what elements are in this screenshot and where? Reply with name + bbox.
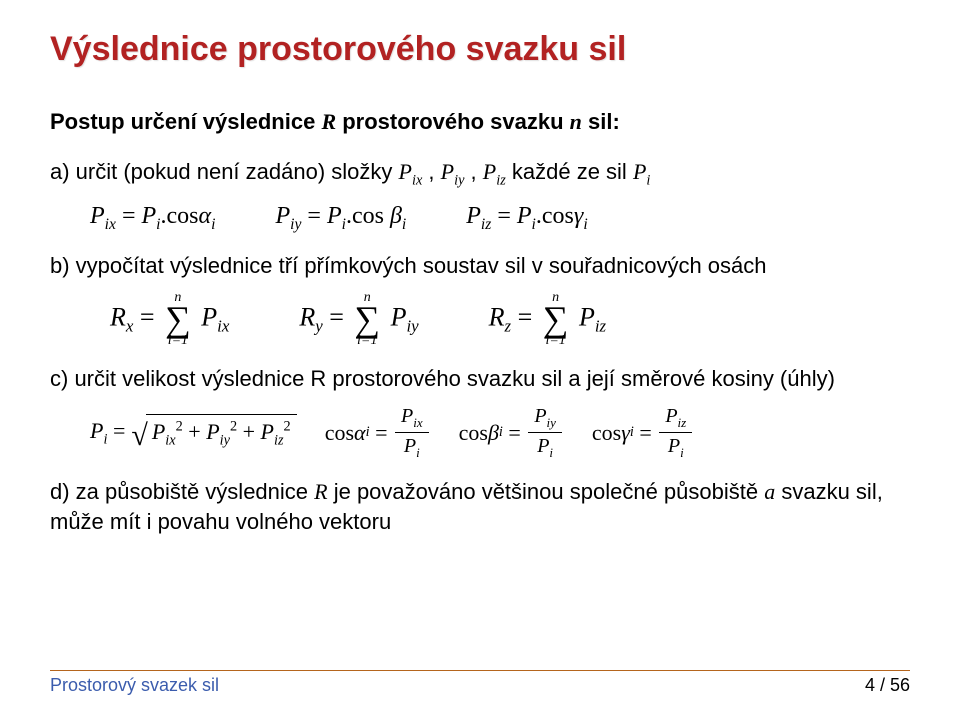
eq-a1: Pix = Pi.cosαi	[90, 200, 215, 235]
eq-row-b: Rx = n∑i=1 Pix Ry = n∑i=1 Piy Rz = n∑i=1…	[110, 291, 910, 348]
eq-cos-beta: cos βi = Piy Pi	[459, 403, 564, 461]
eq-cos-gamma: cosγi = Piz Pi	[592, 403, 694, 461]
page-title: Výslednice prostorového svazku sil	[50, 30, 910, 69]
step-d: d) za působiště výslednice R je považová…	[50, 477, 910, 536]
eq-magnitude: Pi = √ Pix2 + Piy2 + Piz2	[90, 414, 297, 451]
footer-page-number: 4 / 56	[865, 675, 910, 696]
eq-ry: Ry = n∑i=1 Piy	[299, 291, 418, 348]
eq-a2: Piy = Pi.cos βi	[275, 200, 406, 235]
footer: Prostorový svazek sil 4 / 56	[50, 670, 910, 696]
eq-row-a: Pix = Pi.cosαi Piy = Pi.cos βi Piz = Pi.…	[90, 200, 910, 235]
step-c: c) určit velikost výslednice R prostorov…	[50, 364, 910, 394]
eq-rz: Rz = n∑i=1 Piz	[489, 291, 606, 348]
eq-a3: Piz = Pi.cosγi	[466, 200, 587, 235]
content: Postup určení výslednice R prostorového …	[50, 107, 910, 537]
footer-left: Prostorový svazek sil	[50, 675, 219, 696]
eq-rx: Rx = n∑i=1 Pix	[110, 291, 229, 348]
intro-line: Postup určení výslednice R prostorového …	[50, 107, 910, 137]
step-b: b) vypočítat výslednice tří přímkových s…	[50, 251, 910, 281]
eq-row-c: Pi = √ Pix2 + Piy2 + Piz2 cosαi = Pix Pi	[90, 403, 910, 461]
slide: Výslednice prostorového svazku sil Postu…	[0, 0, 960, 720]
eq-cos-alpha: cosαi = Pix Pi	[325, 403, 431, 461]
step-a: a) určit (pokud není zadáno) složky Pix …	[50, 157, 910, 191]
